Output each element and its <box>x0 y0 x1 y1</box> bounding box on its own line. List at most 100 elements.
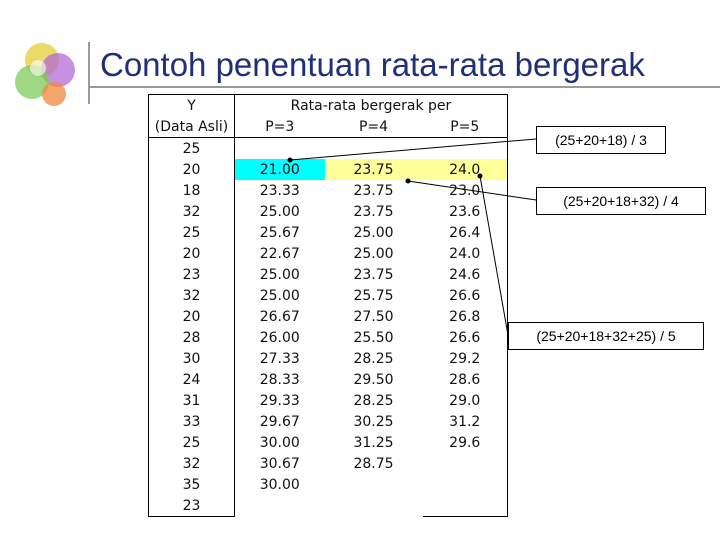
table-row: 20 22.67 25.00 24.0 <box>148 243 508 264</box>
cell-p4: 23.75 <box>353 182 394 199</box>
cell-p4: 28.25 <box>353 392 394 409</box>
cell-p3: 28.33 <box>259 371 300 388</box>
table-row: 20 26.67 27.50 26.8 <box>148 306 508 327</box>
header-y: Y <box>148 94 235 116</box>
cell-p5: 23.0 <box>422 180 508 201</box>
cell-p3: 30.00 <box>259 476 300 493</box>
table-row: 32 25.00 25.75 26.6 <box>148 285 508 306</box>
table-row: 30 27.33 28.25 29.2 <box>148 348 508 369</box>
cell-p3: 27.33 <box>259 350 300 367</box>
cell-p5: 26.4 <box>422 222 508 243</box>
table-row: 24 28.33 29.50 28.6 <box>148 369 508 390</box>
cell-p5 <box>422 495 508 517</box>
cell-p3: 25.00 <box>259 266 300 283</box>
cell-y: 25 <box>148 432 235 453</box>
cell-y: 23 <box>148 264 235 285</box>
cell-p5: 23.6 <box>422 201 508 222</box>
cell-y: 32 <box>148 201 235 222</box>
cell-p5 <box>422 474 508 495</box>
cell-p4: 29.50 <box>353 371 394 388</box>
header-row-1: Y Rata-rata bergerak per <box>148 94 508 116</box>
cell-p5: 29.0 <box>422 390 508 411</box>
cell-p5: 28.6 <box>422 369 508 390</box>
moving-average-table: Y Rata-rata bergerak per (Data Asli) P=3… <box>148 94 508 517</box>
title-vertical-rule <box>88 42 90 104</box>
cell-p4 <box>325 495 423 517</box>
header-moving-average-group: Rata-rata bergerak per <box>234 94 508 116</box>
table-row: 32 30.67 28.75 <box>148 453 508 474</box>
header-data-asli: (Data Asli) <box>148 116 235 138</box>
cell-y: 25 <box>148 137 235 159</box>
cell-p4 <box>325 474 423 495</box>
cell-p5: 31.2 <box>422 411 508 432</box>
table-row: 23 <box>148 495 508 517</box>
cell-p3: 30.00 <box>259 434 300 451</box>
header-p4: P=4 <box>324 116 423 138</box>
cell-p5 <box>422 453 508 474</box>
cell-p3: 29.33 <box>259 392 300 409</box>
cell-y: 23 <box>148 495 235 517</box>
cell-p3: 25.67 <box>259 224 300 241</box>
header-p3: P=3 <box>234 116 325 138</box>
decorative-circles-logo <box>15 43 75 106</box>
cell-p4: 23.75 <box>353 203 394 220</box>
cell-y: 25 <box>148 222 235 243</box>
header-row-2: (Data Asli) P=3 P=4 P=5 <box>148 116 508 138</box>
cell-y: 33 <box>148 411 235 432</box>
cell-p3: 25.00 <box>259 203 300 220</box>
cell-p3: 29.67 <box>259 413 300 430</box>
cell-p4: 23.75 <box>353 266 394 283</box>
cell-p4: 25.00 <box>353 245 394 262</box>
table-row: 18 23.33 23.75 23.0 <box>148 180 508 201</box>
cell-p4: 25.00 <box>353 224 394 241</box>
cell-y: 18 <box>148 180 235 201</box>
title-horizontal-rule <box>88 86 720 88</box>
cell-p4: 23.75 <box>324 159 423 180</box>
table-row: 35 30.00 <box>148 474 508 495</box>
cell-p5: 24.0 <box>422 243 508 264</box>
cell-p5: 24.6 <box>422 264 508 285</box>
callout-p4-formula: (25+20+18+32) / 4 <box>536 187 706 215</box>
cell-p5: 29.6 <box>422 432 508 453</box>
header-p5: P=5 <box>422 116 508 138</box>
cell-p3: 25.00 <box>259 287 300 304</box>
table-row: 20 21.00 23.75 24.0 <box>148 159 508 180</box>
callout-p5-formula: (25+20+18+32+25) / 5 <box>508 322 704 350</box>
table-row: 23 25.00 23.75 24.6 <box>148 264 508 285</box>
cell-y: 20 <box>148 243 235 264</box>
cell-p3 <box>235 138 325 160</box>
callout-p3-formula: (25+20+18) / 3 <box>536 126 666 154</box>
cell-y: 24 <box>148 369 235 390</box>
cell-y: 35 <box>148 474 235 495</box>
table-row: 25 30.00 31.25 29.6 <box>148 432 508 453</box>
cell-p3: 23.33 <box>259 182 300 199</box>
cell-p5: 24.0 <box>422 159 508 180</box>
cell-p5: 29.2 <box>422 348 508 369</box>
cell-p4: 27.50 <box>353 308 394 325</box>
cell-y: 30 <box>148 348 235 369</box>
cell-y: 20 <box>148 159 235 180</box>
cell-p3: 22.67 <box>259 245 300 262</box>
cell-y: 28 <box>148 327 235 348</box>
cell-p4 <box>325 138 423 160</box>
table-row: 25 <box>148 137 508 160</box>
cell-y: 31 <box>148 390 235 411</box>
cell-p4: 25.50 <box>353 329 394 346</box>
cell-p3: 26.67 <box>259 308 300 325</box>
cell-p4: 31.25 <box>353 434 394 451</box>
cell-p5: 26.6 <box>422 327 508 348</box>
cell-p4: 25.75 <box>353 287 394 304</box>
page-title: Contoh penentuan rata-rata bergerak <box>100 46 645 83</box>
cell-p5: 26.6 <box>422 285 508 306</box>
cell-p3 <box>235 495 325 517</box>
cell-p3: 21.00 <box>234 159 325 180</box>
cell-p5: 26.8 <box>422 306 508 327</box>
cell-y: 20 <box>148 306 235 327</box>
table-row: 28 26.00 25.50 26.6 <box>148 327 508 348</box>
cell-y: 32 <box>148 285 235 306</box>
cell-p4: 30.25 <box>353 413 394 430</box>
table-row: 33 29.67 30.25 31.2 <box>148 411 508 432</box>
cell-y: 32 <box>148 453 235 474</box>
table-row: 31 29.33 28.25 29.0 <box>148 390 508 411</box>
table-row: 25 25.67 25.00 26.4 <box>148 222 508 243</box>
